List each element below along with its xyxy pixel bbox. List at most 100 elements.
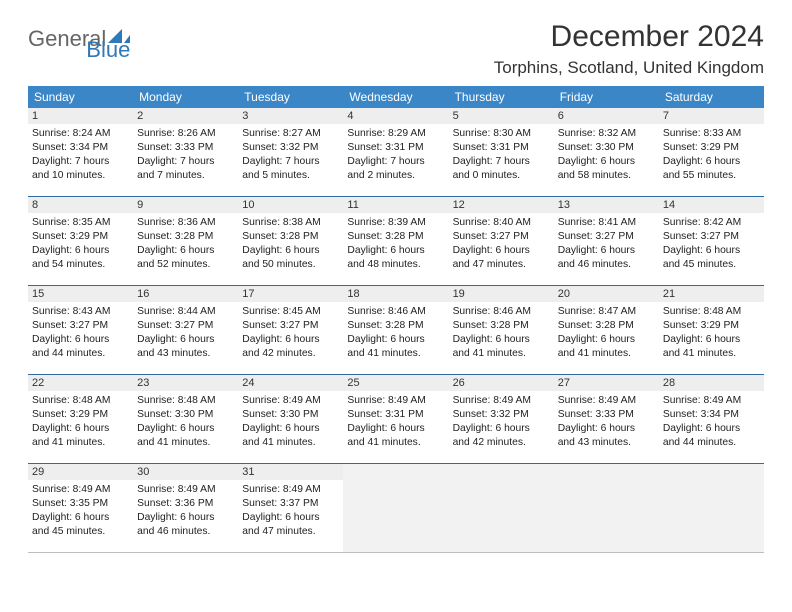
daylight-line-1: Daylight: 6 hours	[137, 244, 234, 258]
sunset-line: Sunset: 3:28 PM	[453, 319, 550, 333]
sunset-line: Sunset: 3:28 PM	[347, 319, 444, 333]
calendar-week: 29Sunrise: 8:49 AMSunset: 3:35 PMDayligh…	[28, 464, 764, 553]
sunrise-line: Sunrise: 8:49 AM	[32, 483, 129, 497]
daylight-line-2: and 41 minutes.	[453, 347, 550, 361]
sunset-line: Sunset: 3:29 PM	[663, 319, 760, 333]
daylight-line-2: and 45 minutes.	[32, 525, 129, 539]
daylight-line-1: Daylight: 6 hours	[242, 244, 339, 258]
sunrise-line: Sunrise: 8:33 AM	[663, 127, 760, 141]
day-number: 19	[449, 286, 554, 302]
sunrise-line: Sunrise: 8:49 AM	[453, 394, 550, 408]
daylight-line-2: and 41 minutes.	[137, 436, 234, 450]
calendar-day: 19Sunrise: 8:46 AMSunset: 3:28 PMDayligh…	[449, 286, 554, 374]
daylight-line-2: and 54 minutes.	[32, 258, 129, 272]
daylight-line-1: Daylight: 6 hours	[242, 333, 339, 347]
day-number: 22	[28, 375, 133, 391]
daylight-line-2: and 42 minutes.	[242, 347, 339, 361]
sunrise-line: Sunrise: 8:48 AM	[663, 305, 760, 319]
daylight-line-2: and 46 minutes.	[558, 258, 655, 272]
calendar-day: 31Sunrise: 8:49 AMSunset: 3:37 PMDayligh…	[238, 464, 343, 552]
daylight-line-2: and 48 minutes.	[347, 258, 444, 272]
month-year-title: December 2024	[494, 20, 764, 54]
day-number: 10	[238, 197, 343, 213]
calendar-day: 15Sunrise: 8:43 AMSunset: 3:27 PMDayligh…	[28, 286, 133, 374]
logo-word-blue: Blue	[86, 37, 130, 63]
calendar-week: 22Sunrise: 8:48 AMSunset: 3:29 PMDayligh…	[28, 375, 764, 464]
daylight-line-1: Daylight: 7 hours	[32, 155, 129, 169]
sunset-line: Sunset: 3:35 PM	[32, 497, 129, 511]
day-number: 11	[343, 197, 448, 213]
daylight-line-1: Daylight: 6 hours	[558, 333, 655, 347]
calendar-page: General Blue December 2024 Torphins, Sco…	[0, 0, 792, 573]
calendar-day: 12Sunrise: 8:40 AMSunset: 3:27 PMDayligh…	[449, 197, 554, 285]
sunset-line: Sunset: 3:37 PM	[242, 497, 339, 511]
daylight-line-2: and 44 minutes.	[663, 436, 760, 450]
daylight-line-1: Daylight: 6 hours	[32, 333, 129, 347]
calendar-day: 26Sunrise: 8:49 AMSunset: 3:32 PMDayligh…	[449, 375, 554, 463]
daylight-line-1: Daylight: 6 hours	[137, 511, 234, 525]
calendar-day: 9 Sunrise: 8:36 AMSunset: 3:28 PMDaylight…	[133, 197, 238, 285]
calendar-day: 25Sunrise: 8:49 AMSunset: 3:31 PMDayligh…	[343, 375, 448, 463]
sunset-line: Sunset: 3:36 PM	[137, 497, 234, 511]
daylight-line-2: and 50 minutes.	[242, 258, 339, 272]
daylight-line-1: Daylight: 7 hours	[137, 155, 234, 169]
calendar-day: 4Sunrise: 8:29 AMSunset: 3:31 PMDaylight…	[343, 108, 448, 196]
calendar-week: 8Sunrise: 8:35 AMSunset: 3:29 PMDaylight…	[28, 197, 764, 286]
sunrise-line: Sunrise: 8:24 AM	[32, 127, 129, 141]
calendar-day: 24Sunrise: 8:49 AMSunset: 3:30 PMDayligh…	[238, 375, 343, 463]
calendar-week: 15Sunrise: 8:43 AMSunset: 3:27 PMDayligh…	[28, 286, 764, 375]
daylight-line-1: Daylight: 6 hours	[663, 422, 760, 436]
daylight-line-1: Daylight: 6 hours	[453, 244, 550, 258]
daylight-line-1: Daylight: 6 hours	[242, 511, 339, 525]
dow-thursday: Thursday	[449, 86, 554, 108]
sunset-line: Sunset: 3:28 PM	[137, 230, 234, 244]
day-number: 8	[28, 197, 133, 213]
calendar-day: 6Sunrise: 8:32 AMSunset: 3:30 PMDaylight…	[554, 108, 659, 196]
calendar-day: 3Sunrise: 8:27 AMSunset: 3:32 PMDaylight…	[238, 108, 343, 196]
daylight-line-2: and 45 minutes.	[663, 258, 760, 272]
calendar-day: 21Sunrise: 8:48 AMSunset: 3:29 PMDayligh…	[659, 286, 764, 374]
calendar-day: 23Sunrise: 8:48 AMSunset: 3:30 PMDayligh…	[133, 375, 238, 463]
sunrise-line: Sunrise: 8:30 AM	[453, 127, 550, 141]
day-number: 26	[449, 375, 554, 391]
sunset-line: Sunset: 3:32 PM	[242, 141, 339, 155]
calendar-grid: Sunday Monday Tuesday Wednesday Thursday…	[28, 86, 764, 553]
day-number: 1	[28, 108, 133, 124]
sunset-line: Sunset: 3:28 PM	[558, 319, 655, 333]
day-number: 4	[343, 108, 448, 124]
sunset-line: Sunset: 3:27 PM	[137, 319, 234, 333]
sunrise-line: Sunrise: 8:49 AM	[558, 394, 655, 408]
sunrise-line: Sunrise: 8:41 AM	[558, 216, 655, 230]
location-subtitle: Torphins, Scotland, United Kingdom	[494, 58, 764, 78]
dow-tuesday: Tuesday	[238, 86, 343, 108]
sunrise-line: Sunrise: 8:48 AM	[32, 394, 129, 408]
sunrise-line: Sunrise: 8:49 AM	[242, 394, 339, 408]
day-number: 12	[449, 197, 554, 213]
sunrise-line: Sunrise: 8:48 AM	[137, 394, 234, 408]
sunset-line: Sunset: 3:29 PM	[32, 230, 129, 244]
daylight-line-2: and 58 minutes.	[558, 169, 655, 183]
day-number: 9	[133, 197, 238, 213]
sunset-line: Sunset: 3:30 PM	[242, 408, 339, 422]
daylight-line-2: and 7 minutes.	[137, 169, 234, 183]
calendar-day: 30Sunrise: 8:49 AMSunset: 3:36 PMDayligh…	[133, 464, 238, 552]
sunrise-line: Sunrise: 8:32 AM	[558, 127, 655, 141]
calendar-day: 1Sunrise: 8:24 AMSunset: 3:34 PMDaylight…	[28, 108, 133, 196]
daylight-line-1: Daylight: 6 hours	[32, 511, 129, 525]
daylight-line-2: and 46 minutes.	[137, 525, 234, 539]
day-number: 31	[238, 464, 343, 480]
calendar-day: 18Sunrise: 8:46 AMSunset: 3:28 PMDayligh…	[343, 286, 448, 374]
dow-sunday: Sunday	[28, 86, 133, 108]
daylight-line-2: and 10 minutes.	[32, 169, 129, 183]
day-of-week-header: Sunday Monday Tuesday Wednesday Thursday…	[28, 86, 764, 108]
sunrise-line: Sunrise: 8:36 AM	[137, 216, 234, 230]
sunrise-line: Sunrise: 8:26 AM	[137, 127, 234, 141]
sunset-line: Sunset: 3:27 PM	[453, 230, 550, 244]
daylight-line-2: and 52 minutes.	[137, 258, 234, 272]
daylight-line-2: and 2 minutes.	[347, 169, 444, 183]
sunset-line: Sunset: 3:29 PM	[663, 141, 760, 155]
dow-wednesday: Wednesday	[343, 86, 448, 108]
daylight-line-1: Daylight: 6 hours	[347, 422, 444, 436]
daylight-line-1: Daylight: 6 hours	[347, 244, 444, 258]
sunrise-line: Sunrise: 8:49 AM	[137, 483, 234, 497]
